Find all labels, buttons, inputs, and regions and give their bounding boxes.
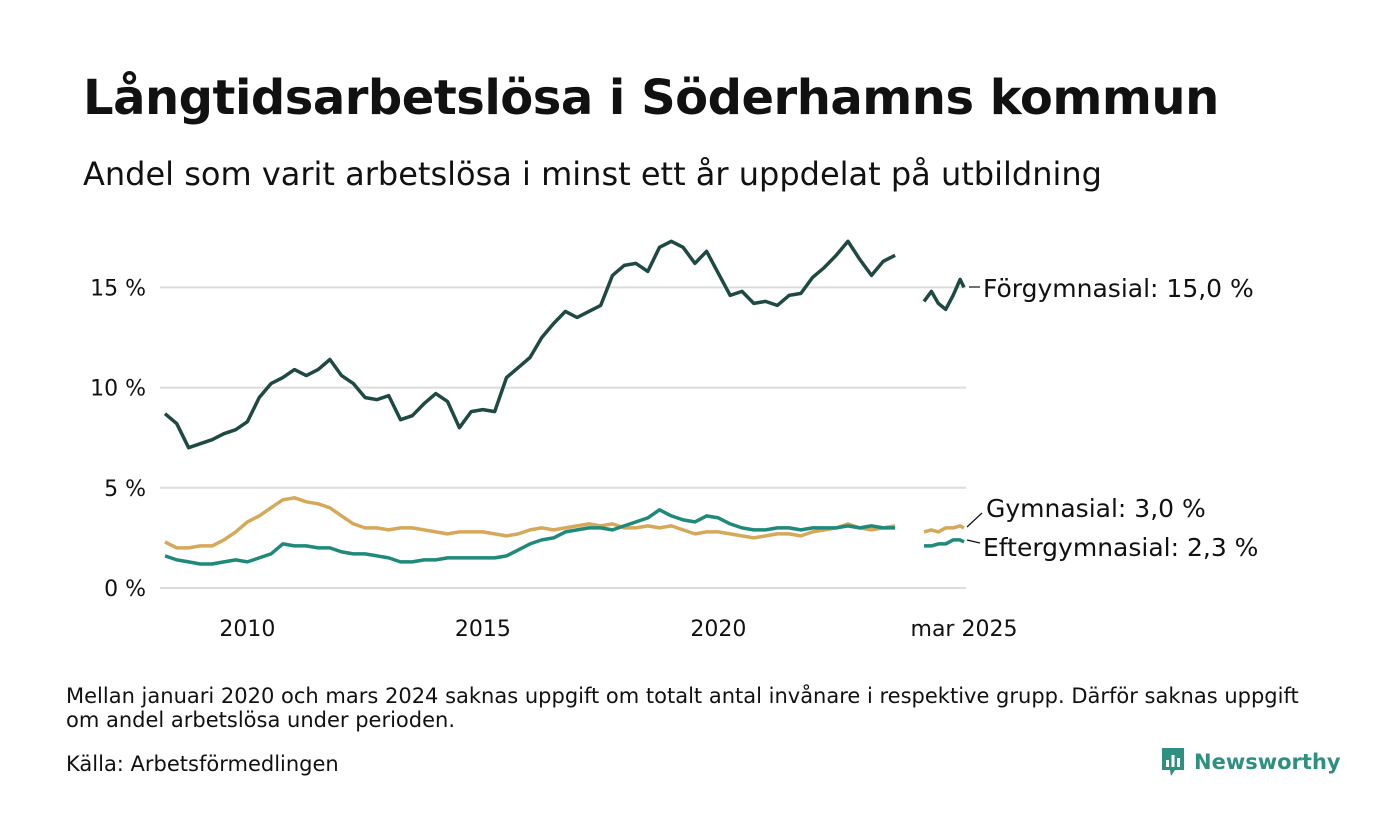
series-line-frgymnasial-segment-2 [922, 277, 966, 312]
y-tick-label: 5 % [104, 477, 146, 502]
x-axis-labels: 2010 2015 2020 mar 2025 [219, 617, 1017, 642]
end-label-gymnasial: Gymnasial: 3,0 % [986, 494, 1206, 523]
newsworthy-logo-icon [1162, 748, 1184, 776]
y-tick-label: 15 % [90, 276, 146, 301]
series-line-frgymnasial-segment-1 [163, 239, 896, 450]
brand-logo: Newsworthy [1160, 746, 1341, 778]
y-axis-labels: 0 % 5 % 10 % 15 % [90, 276, 146, 602]
series-line-gymnasial-segment-1 [164, 496, 896, 550]
x-tick-label: 2010 [219, 617, 275, 642]
leader-line-eftergymnasial [966, 539, 981, 544]
x-tick-label: mar 2025 [911, 617, 1018, 642]
series-line-gymnasial-segment-2 [923, 524, 965, 534]
series-lines [163, 239, 966, 566]
line-chart: 0 % 5 % 10 % 15 % 2010 2015 2020 mar 2025 Förg… [90, 239, 1258, 642]
end-label-frgymnasial: Förgymnasial: 15,0 % [983, 274, 1254, 303]
chart-subtitle: Andel som varit arbetslösa i minst ett å… [83, 155, 1102, 193]
brand-name: Newsworthy [1194, 750, 1341, 774]
y-tick-label: 10 % [90, 377, 146, 402]
y-tick-label: 0 % [104, 577, 146, 602]
grid-lines [160, 286, 966, 589]
x-tick-label: 2015 [455, 617, 511, 642]
chart-title: Långtidsarbetslösa i Söderhamns kommun [83, 70, 1219, 126]
x-tick-label: 2020 [690, 617, 746, 642]
series-line-eftergymnasial-segment-2 [924, 538, 965, 548]
end-label-eftergymnasial: Eftergymnasial: 2,3 % [983, 533, 1258, 562]
leader-line-gymnasial [966, 512, 983, 528]
series-line-eftergymnasial-segment-1 [164, 508, 896, 566]
footnote: Mellan januari 2020 och mars 2024 saknas… [66, 684, 1299, 732]
series-end-labels: Förgymnasial: 15,0 % Gymnasial: 3,0 % Efte… [966, 274, 1258, 562]
source-note: Källa: Arbetsförmedlingen [66, 752, 339, 776]
